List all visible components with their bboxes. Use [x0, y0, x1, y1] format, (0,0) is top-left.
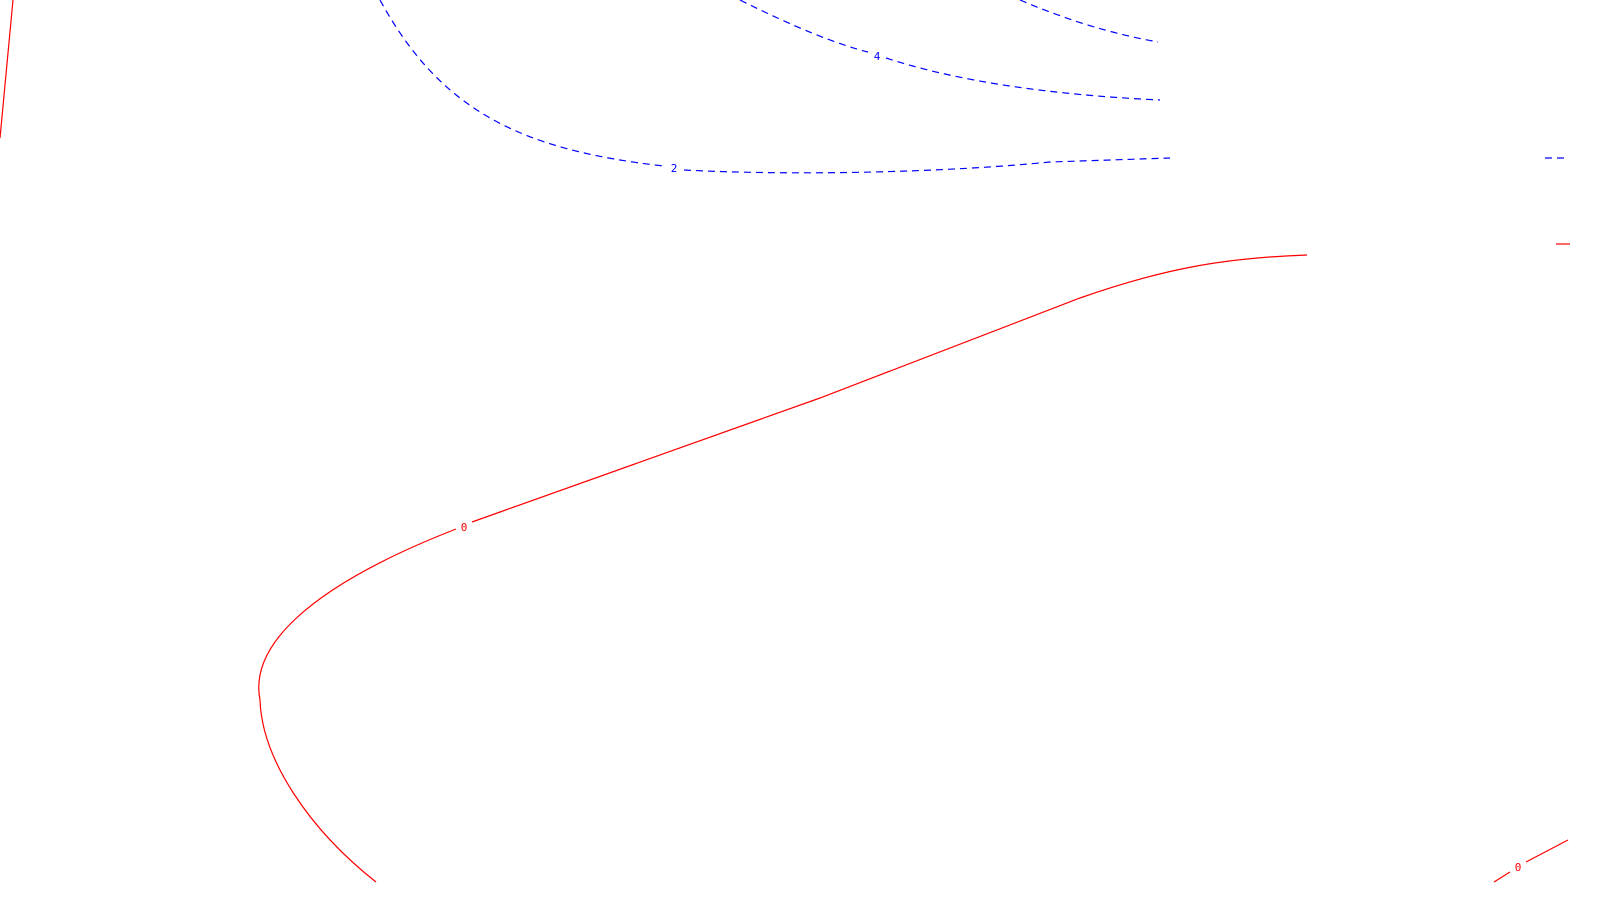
contour-line-level-4-upper	[1019, 0, 1159, 43]
contour-line-level-0-main	[258, 254, 1308, 883]
contour-line-level-0-bottom-right	[1493, 839, 1569, 883]
contour-label-0-bottom-right: 0	[1515, 861, 1522, 874]
contour-line-level-0-left-edge	[0, 0, 14, 139]
contour-label-4: 4	[874, 50, 881, 63]
contour-line-level-2	[379, 0, 1171, 174]
contour-label-2: 2	[671, 162, 678, 175]
contour-label-0-center: 0	[461, 521, 468, 534]
contour-line-level-4	[739, 0, 1161, 101]
